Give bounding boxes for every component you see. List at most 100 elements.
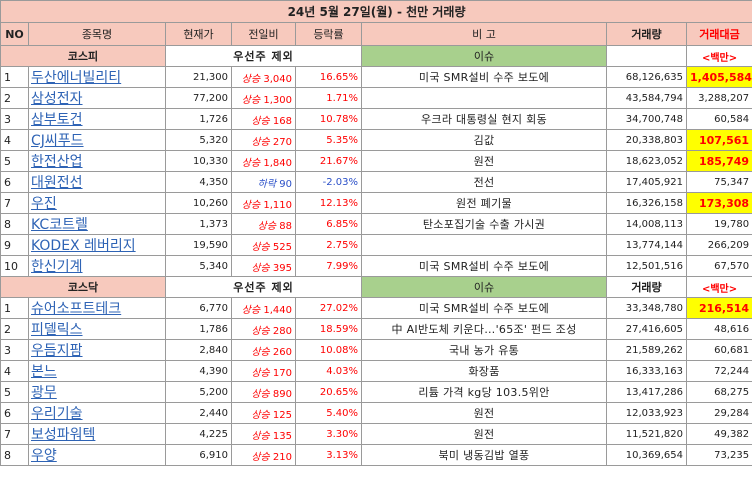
page-title: 24년 5월 27일(월) - 천만 거래량 (0, 0, 752, 23)
trade-amount: 73,235 (685, 444, 752, 466)
change-direction: 상승 (251, 409, 270, 421)
stock-name-link[interactable]: 한신기계 (31, 259, 83, 275)
change-amount: 1,840 (263, 157, 292, 169)
stock-name-link[interactable]: 광무 (31, 385, 57, 401)
stock-name-link[interactable]: 본느 (31, 364, 57, 380)
trade-volume: 21,589,262 (606, 339, 687, 361)
stock-name-link[interactable]: 삼부토건 (31, 112, 83, 128)
stock-name-cell: 한신기계 (28, 255, 166, 277)
table-row: 3 삼부토건 1,726 상승 168 10.78% 우크라 대통령실 현지 회동 34,7… (0, 108, 752, 130)
change-amount: 135 (272, 430, 292, 442)
trade-amount: 266,209 (685, 234, 752, 256)
stock-name-cell: 보성파워텍 (28, 423, 166, 445)
note-text: 원전 (361, 423, 607, 445)
change-amount: 3,040 (263, 73, 292, 85)
trade-volume: 10,369,654 (606, 444, 687, 466)
trade-volume: 16,333,163 (606, 360, 687, 382)
stock-name-link[interactable]: 한전산업 (31, 154, 83, 170)
stock-name-link[interactable]: 피델릭스 (31, 322, 83, 338)
stock-name-link[interactable]: 우양 (31, 448, 57, 464)
table-row: 7 보성파워텍 4,225 상승 135 3.30% 원전 11,521,820 49,382 (0, 423, 752, 445)
stock-name-link[interactable]: KC코트렐 (31, 217, 88, 233)
price-change: 상승 525 (231, 234, 296, 256)
stock-name-cell: 두산에너빌리티 (28, 66, 166, 88)
trade-amount: 29,284 (685, 402, 752, 424)
stock-name-link[interactable]: 삼성전자 (31, 91, 83, 107)
note-text: 화장품 (361, 360, 607, 382)
stock-name-link[interactable]: 대원전선 (31, 175, 83, 191)
stock-name-link[interactable]: 우리기술 (31, 406, 83, 422)
kospi-label: 코스피 (0, 45, 166, 67)
table-row: 2 삼성전자 77,200 상승 1,300 1.71% 43,584,794 3,288,… (0, 87, 752, 109)
row-number: 5 (0, 381, 29, 403)
note-text: 미국 SMR설비 수주 보도에 (361, 255, 607, 277)
change-rate: 1.71% (295, 87, 362, 109)
trade-amount: 60,584 (685, 108, 752, 130)
header-volume: 거래량 (606, 22, 687, 46)
change-direction: 상승 (251, 241, 270, 253)
trade-volume: 68,126,635 (606, 66, 687, 88)
note-text (361, 87, 607, 109)
table-row: 6 우리기술 2,440 상승 125 5.40% 원전 12,033,923 29,284 (0, 402, 752, 424)
row-number: 1 (0, 297, 29, 319)
change-rate: 2.75% (295, 234, 362, 256)
row-number: 10 (0, 255, 29, 277)
price-change: 하락 90 (231, 171, 296, 193)
change-rate: 18.59% (295, 318, 362, 340)
change-direction: 하락 (257, 178, 277, 190)
kosdaq-issue: 이슈 (361, 276, 607, 298)
current-price: 5,200 (165, 381, 232, 403)
table-row: 8 우양 6,910 상승 210 3.13% 북미 냉동김밥 열풍 10,369,654 7… (0, 444, 752, 466)
price-change: 상승 125 (231, 402, 296, 424)
note-text: 전선 (361, 171, 607, 193)
stock-name-link[interactable]: 우듬지팜 (31, 343, 83, 359)
table-row: 5 한전산업 10,330 상승 1,840 21.67% 원전 18,623,052 185… (0, 150, 752, 172)
change-rate: -2.03% (295, 171, 362, 193)
change-amount: 1,300 (263, 94, 292, 106)
change-amount: 90 (279, 178, 292, 190)
price-change: 상승 280 (231, 318, 296, 340)
volume-table: 24년 5월 27일(월) - 천만 거래량 NO 종목명 현재가 전일비 등락… (0, 0, 752, 466)
change-rate: 27.02% (295, 297, 362, 319)
current-price: 4,350 (165, 171, 232, 193)
note-text: 원전 (361, 402, 607, 424)
current-price: 4,390 (165, 360, 232, 382)
change-amount: 210 (272, 451, 292, 463)
header-name: 종목명 (28, 22, 166, 46)
table-row: 1 두산에너빌리티 21,300 상승 3,040 16.65% 미국 SMR설비 수주 … (0, 66, 752, 88)
change-amount: 280 (272, 325, 292, 337)
change-direction: 상승 (257, 220, 277, 232)
note-text: 원전 폐기물 (361, 192, 607, 214)
header-price: 현재가 (165, 22, 232, 46)
header-change: 전일비 (231, 22, 296, 46)
row-number: 2 (0, 87, 29, 109)
stock-name-link[interactable]: 보성파워텍 (31, 427, 96, 443)
note-text: 미국 SMR설비 수주 보도에 (361, 66, 607, 88)
change-direction: 상승 (251, 388, 270, 400)
trade-amount: 1,405,584 (685, 66, 752, 88)
stock-name-link[interactable]: 슈어소프트테크 (31, 301, 122, 317)
stock-name-cell: 대원전선 (28, 171, 166, 193)
current-price: 77,200 (165, 87, 232, 109)
stock-name-cell: 한전산업 (28, 150, 166, 172)
price-change: 상승 1,840 (231, 150, 296, 172)
stock-name-cell: 우양 (28, 444, 166, 466)
price-change: 상승 1,300 (231, 87, 296, 109)
table-row: 2 피델릭스 1,786 상승 280 18.59% 中 AI반도체 키운다…'65조' … (0, 318, 752, 340)
stock-name-cell: 슈어소프트테크 (28, 297, 166, 319)
stock-name-link[interactable]: KODEX 레버리지 (31, 238, 136, 254)
change-direction: 상승 (241, 199, 261, 211)
trade-amount: 107,561 (685, 129, 752, 151)
stock-name-link[interactable]: 두산에너빌리티 (31, 70, 122, 86)
trade-volume: 33,348,780 (606, 297, 687, 319)
change-direction: 상승 (241, 157, 261, 169)
change-amount: 270 (272, 136, 292, 148)
trade-volume: 17,405,921 (606, 171, 687, 193)
stock-name-link[interactable]: 우진 (31, 196, 57, 212)
change-rate: 10.78% (295, 108, 362, 130)
note-text: 북미 냉동김밥 열풍 (361, 444, 607, 466)
change-direction: 상승 (251, 346, 270, 358)
table-row: 10 한신기계 5,340 상승 395 7.99% 미국 SMR설비 수주 보도에 12,… (0, 255, 752, 277)
stock-name-link[interactable]: CJ씨푸드 (31, 133, 84, 149)
current-price: 6,910 (165, 444, 232, 466)
